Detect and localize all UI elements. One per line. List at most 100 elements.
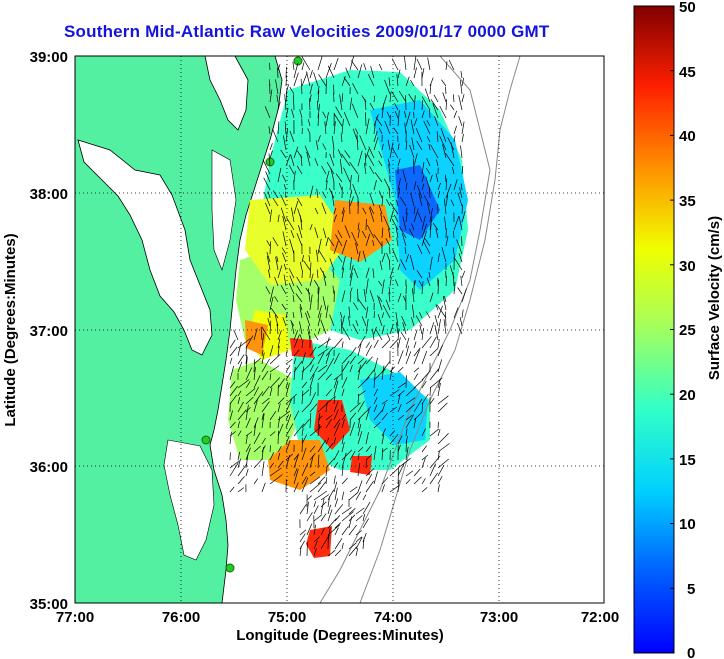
velocity-arrow — [365, 318, 369, 335]
velocity-arrow — [301, 434, 308, 445]
velocity-arrow — [301, 437, 303, 453]
velocity-arrow — [299, 306, 303, 319]
velocity-arrow — [405, 212, 408, 223]
velocity-arrow — [301, 402, 312, 413]
velocity-arrow — [317, 135, 321, 143]
velocity-arrow — [301, 56, 311, 71]
velocity-arrow — [272, 190, 279, 199]
velocity-arrow — [333, 352, 340, 365]
velocity-arrow — [325, 358, 335, 373]
velocity-arrow — [341, 434, 345, 445]
velocity-arrow — [413, 329, 418, 341]
velocity-arrow — [277, 330, 282, 341]
velocity-arrow — [281, 247, 287, 255]
velocity-arrow — [245, 388, 256, 397]
velocity-arrow — [351, 231, 359, 247]
velocity-arrow — [378, 63, 383, 71]
velocity-arrow — [369, 206, 375, 215]
velocity-arrow — [341, 354, 351, 365]
velocity-arrow — [334, 549, 342, 557]
velocity-arrow — [339, 94, 343, 111]
velocity-arrow — [365, 233, 371, 247]
velocity-arrow — [341, 414, 346, 421]
velocity-arrow — [437, 395, 449, 405]
velocity-arrow — [357, 64, 363, 79]
velocity-arrow — [437, 458, 449, 469]
velocity-arrow — [333, 380, 339, 397]
coastal-inlet — [211, 149, 237, 271]
velocity-arrow — [309, 482, 322, 493]
velocity-arrow — [291, 321, 295, 335]
velocity-arrow — [397, 435, 403, 445]
velocity-arrow — [322, 143, 327, 151]
velocity-arrow — [362, 513, 366, 522]
velocity-arrow — [453, 125, 457, 135]
velocity-arrow — [293, 482, 299, 493]
velocity-arrow — [325, 414, 333, 421]
velocity-arrow — [365, 432, 369, 445]
velocity-arrow — [421, 215, 426, 231]
velocity-arrow — [269, 373, 272, 381]
velocity-arrow — [411, 304, 415, 319]
velocity-arrow — [285, 350, 288, 357]
velocity-arrow — [357, 447, 364, 453]
velocity-arrow — [261, 349, 264, 357]
velocity-arrow — [301, 390, 304, 405]
velocity-arrow — [436, 159, 439, 167]
velocity-arrow — [301, 476, 307, 485]
velocity-arrow — [421, 327, 424, 341]
velocity-arrow — [457, 192, 463, 207]
velocity-arrow — [262, 159, 271, 175]
velocity-arrow — [377, 313, 383, 327]
velocity-arrow — [298, 225, 303, 239]
velocity-arrow — [277, 167, 282, 183]
velocity-arrow — [453, 179, 458, 191]
velocity-arrow — [452, 167, 455, 175]
velocity-arrow — [397, 143, 400, 151]
velocity-arrow — [461, 288, 467, 303]
velocity-arrow — [400, 332, 407, 341]
velocity-arrow — [411, 223, 415, 231]
velocity-arrow — [320, 528, 325, 536]
velocity-arrow — [282, 135, 287, 151]
velocity-arrow — [305, 312, 311, 327]
velocity-arrow — [357, 453, 360, 461]
velocity-arrow — [437, 421, 439, 429]
velocity-arrow — [229, 431, 232, 445]
velocity-arrow — [327, 509, 333, 522]
colorbar-label: Surface Velocity (cm/s) — [706, 216, 723, 380]
chesapeake-bay — [77, 139, 213, 356]
velocity-arrow — [333, 462, 339, 469]
velocity-arrow — [309, 412, 312, 429]
velocity-arrow — [421, 403, 424, 413]
velocity-arrow — [365, 118, 370, 135]
velocity-arrow — [429, 397, 435, 405]
velocity-arrow — [229, 365, 235, 381]
velocity-arrow — [381, 252, 386, 263]
velocity-arrow — [253, 398, 259, 413]
velocity-arrow — [253, 357, 262, 365]
velocity-arrow — [445, 183, 452, 199]
velocity-arrow — [245, 407, 251, 413]
velocity-arrow — [301, 418, 310, 429]
velocity-arrow — [349, 486, 358, 493]
velocity-arrow — [461, 133, 464, 143]
velocity-arrow — [334, 515, 341, 522]
velocity-arrow — [301, 72, 308, 87]
velocity-arrow — [418, 193, 423, 207]
y-tick-label: 36:00 — [30, 459, 68, 476]
velocity-arrow — [309, 84, 313, 95]
velocity-arrow — [317, 313, 322, 327]
velocity-arrow — [397, 263, 401, 271]
velocity-arrow — [320, 319, 327, 335]
station-marker — [201, 435, 211, 445]
velocity-arrow — [419, 324, 423, 335]
velocity-arrow — [416, 270, 423, 279]
velocity-arrow — [313, 540, 318, 550]
velocity-arrow — [399, 196, 407, 207]
colorbar-tick-label: 45 — [679, 64, 696, 81]
velocity-arrow — [309, 452, 316, 461]
colorbar-tick-label: 5 — [687, 581, 695, 598]
velocity-arrow — [349, 196, 354, 207]
